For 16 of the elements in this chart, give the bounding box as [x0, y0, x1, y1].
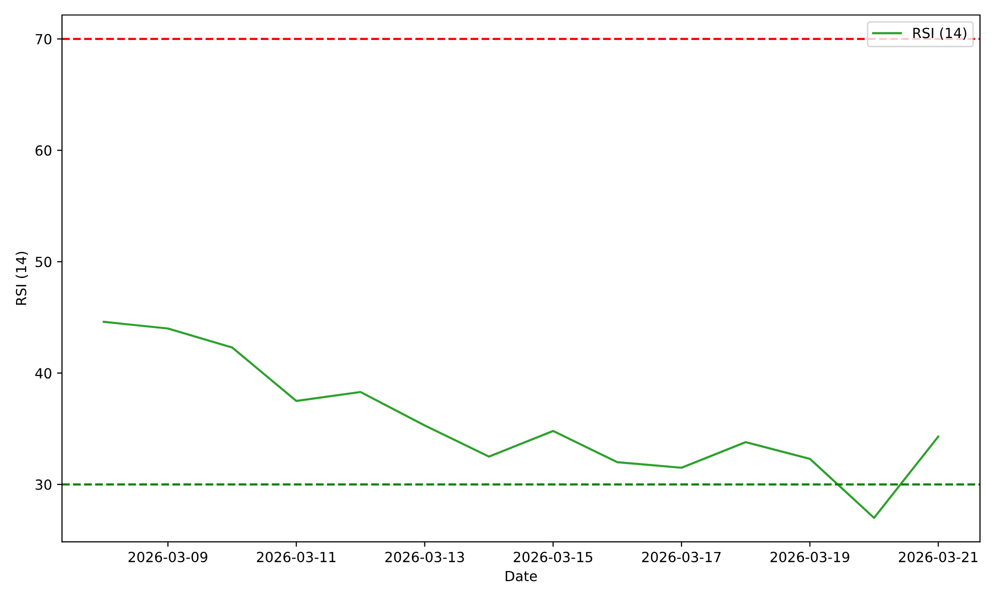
- x-axis-title: Date: [506, 570, 537, 582]
- y-axis-title: RSI (14): [16, 252, 28, 305]
- line-series: [102, 320, 940, 519]
- x-tick-label: 2026-03-15: [514, 552, 592, 562]
- y-tick-label: 70: [36, 34, 52, 44]
- x-tick-label: 2026-03-19: [770, 552, 850, 562]
- y-tick-label: 30: [36, 479, 52, 490]
- x-tick-label: 2026-03-21: [898, 552, 978, 562]
- y-tick-label: 60: [36, 145, 52, 156]
- y-tick-label: 40: [35, 368, 52, 379]
- x-tick-label: 2026-03-11: [256, 552, 336, 562]
- x-tick-label: 2026-03-17: [642, 552, 721, 562]
- x-tick-label: 2026-03-09: [128, 552, 208, 562]
- y-tick-label: 50: [36, 256, 52, 268]
- x-tick-label: 2026-03-13: [385, 552, 464, 562]
- legend-label: RSI (14): [913, 28, 966, 40]
